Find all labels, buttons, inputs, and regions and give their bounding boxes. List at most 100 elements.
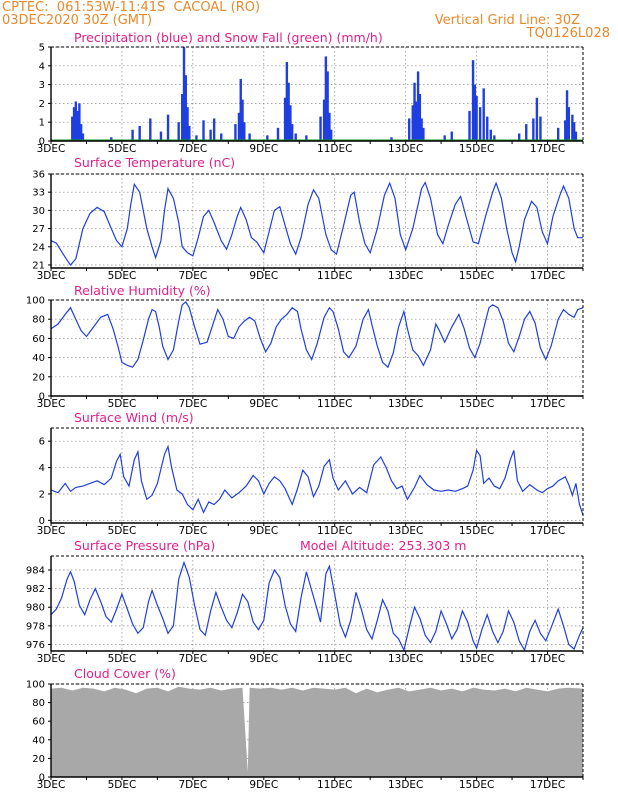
- precip-bar: [276, 127, 280, 141]
- y-tick-label: 100: [26, 296, 45, 307]
- precip-bar: [326, 71, 329, 141]
- y-tick-label: 5: [39, 43, 45, 54]
- precip-bar: [482, 88, 485, 141]
- precip-bar: [486, 116, 489, 141]
- precip-bar: [138, 125, 141, 141]
- y-tick-label: 40: [32, 735, 45, 746]
- y-tick-label: 980: [26, 603, 45, 614]
- y-tick-label: 100: [26, 680, 45, 691]
- y-tick-label: 0: [39, 516, 45, 527]
- precip-bar: [473, 84, 477, 141]
- x-tick-label: 11DEC: [317, 779, 352, 791]
- y-tick-label: 0: [39, 392, 45, 403]
- x-tick-label: 11DEC: [317, 653, 352, 665]
- cloud-area: [51, 686, 583, 777]
- precip-bar: [74, 101, 78, 141]
- precip-bar: [237, 112, 241, 141]
- x-tick-label: 5DEC: [108, 653, 137, 665]
- y-tick-label: 36: [32, 170, 45, 181]
- x-tick-label: 13DEC: [388, 143, 423, 155]
- precip-bar: [287, 82, 290, 141]
- run-datetime: 03DEC2020 30Z (GMT): [2, 13, 153, 28]
- precip-bar: [159, 131, 163, 141]
- x-tick-label: 3DEC: [37, 653, 66, 665]
- precip-bar: [443, 135, 446, 141]
- x-tick-label: 9DEC: [249, 270, 278, 282]
- panel-title: Relative Humidity (%): [74, 283, 211, 298]
- series-line: [50, 181, 583, 266]
- precip-bar: [149, 118, 152, 141]
- series-line: [50, 444, 584, 516]
- station-header: CPTEC: 061:53W-11:41S CACOAL (RO): [2, 0, 261, 15]
- precip-bar: [220, 133, 223, 141]
- precip-bar: [182, 47, 186, 141]
- precip-bar: [181, 94, 184, 141]
- precip-bar: [517, 133, 521, 141]
- precip-bar: [572, 122, 576, 141]
- precip-bar: [319, 116, 322, 141]
- y-tick-label: 2: [39, 489, 45, 500]
- precip-bar: [535, 97, 539, 141]
- precip-bar: [567, 107, 571, 141]
- precip-bar: [290, 124, 294, 141]
- precip-bar: [234, 124, 237, 141]
- y-tick-label: 4: [39, 463, 45, 474]
- y-tick-label: 978: [26, 621, 45, 632]
- x-tick-label: 3DEC: [37, 779, 66, 791]
- precip-bar: [415, 101, 418, 141]
- x-tick-label: 11DEC: [317, 143, 352, 155]
- precip-bar: [539, 116, 542, 141]
- model-altitude: Model Altitude: 253.303 m: [300, 538, 466, 553]
- y-tick-label: 20: [32, 372, 45, 383]
- y-tick-label: 60: [32, 334, 45, 345]
- y-tick-label: 2: [39, 99, 45, 110]
- precip-bar: [416, 71, 420, 141]
- precip-bar: [493, 135, 496, 141]
- precip-bar: [72, 107, 76, 141]
- precip-bar: [468, 110, 471, 141]
- precip-bar: [212, 118, 216, 141]
- precip-bar: [79, 124, 83, 141]
- x-tick-label: 13DEC: [388, 779, 423, 791]
- y-tick-label: 33: [32, 188, 45, 199]
- precip-bar: [413, 82, 416, 141]
- precip-bar: [71, 116, 74, 141]
- x-tick-label: 15DEC: [459, 398, 494, 410]
- x-tick-label: 7DEC: [178, 143, 207, 155]
- x-tick-label: 17DEC: [530, 270, 565, 282]
- precip-bar: [532, 118, 535, 141]
- precip-bar: [475, 95, 478, 141]
- x-tick-label: 3DEC: [37, 270, 66, 282]
- precip-bar: [186, 107, 189, 141]
- precip-bar: [248, 133, 251, 141]
- y-tick-label: 0: [39, 773, 45, 784]
- x-tick-label: 3DEC: [37, 525, 66, 537]
- y-tick-label: 60: [32, 717, 45, 728]
- precip-bar: [294, 133, 297, 141]
- x-tick-label: 9DEC: [249, 779, 278, 791]
- y-tick-label: 3: [39, 80, 45, 91]
- precip-bar: [328, 112, 331, 141]
- x-tick-label: 15DEC: [459, 653, 494, 665]
- y-tick-label: 6: [39, 437, 45, 448]
- precip-bar: [565, 90, 569, 141]
- x-tick-label: 17DEC: [530, 779, 565, 791]
- x-tick-label: 9DEC: [249, 653, 278, 665]
- x-tick-label: 15DEC: [459, 525, 494, 537]
- x-tick-label: 5DEC: [108, 143, 137, 155]
- precip-bar: [283, 97, 287, 141]
- precip-bar: [241, 99, 244, 141]
- y-tick-label: 4: [39, 61, 45, 72]
- x-tick-label: 7DEC: [178, 398, 207, 410]
- y-tick-label: 21: [32, 260, 45, 271]
- precip-bar: [390, 137, 393, 141]
- grid-line-note: Vertical Grid Line: 30Z: [434, 13, 580, 28]
- precip-bar: [78, 103, 81, 141]
- x-tick-label: 17DEC: [530, 143, 565, 155]
- x-tick-label: 15DEC: [459, 779, 494, 791]
- x-tick-label: 11DEC: [317, 398, 352, 410]
- x-tick-label: 3DEC: [37, 398, 66, 410]
- precip-bar: [289, 105, 292, 141]
- x-tick-label: 9DEC: [249, 143, 278, 155]
